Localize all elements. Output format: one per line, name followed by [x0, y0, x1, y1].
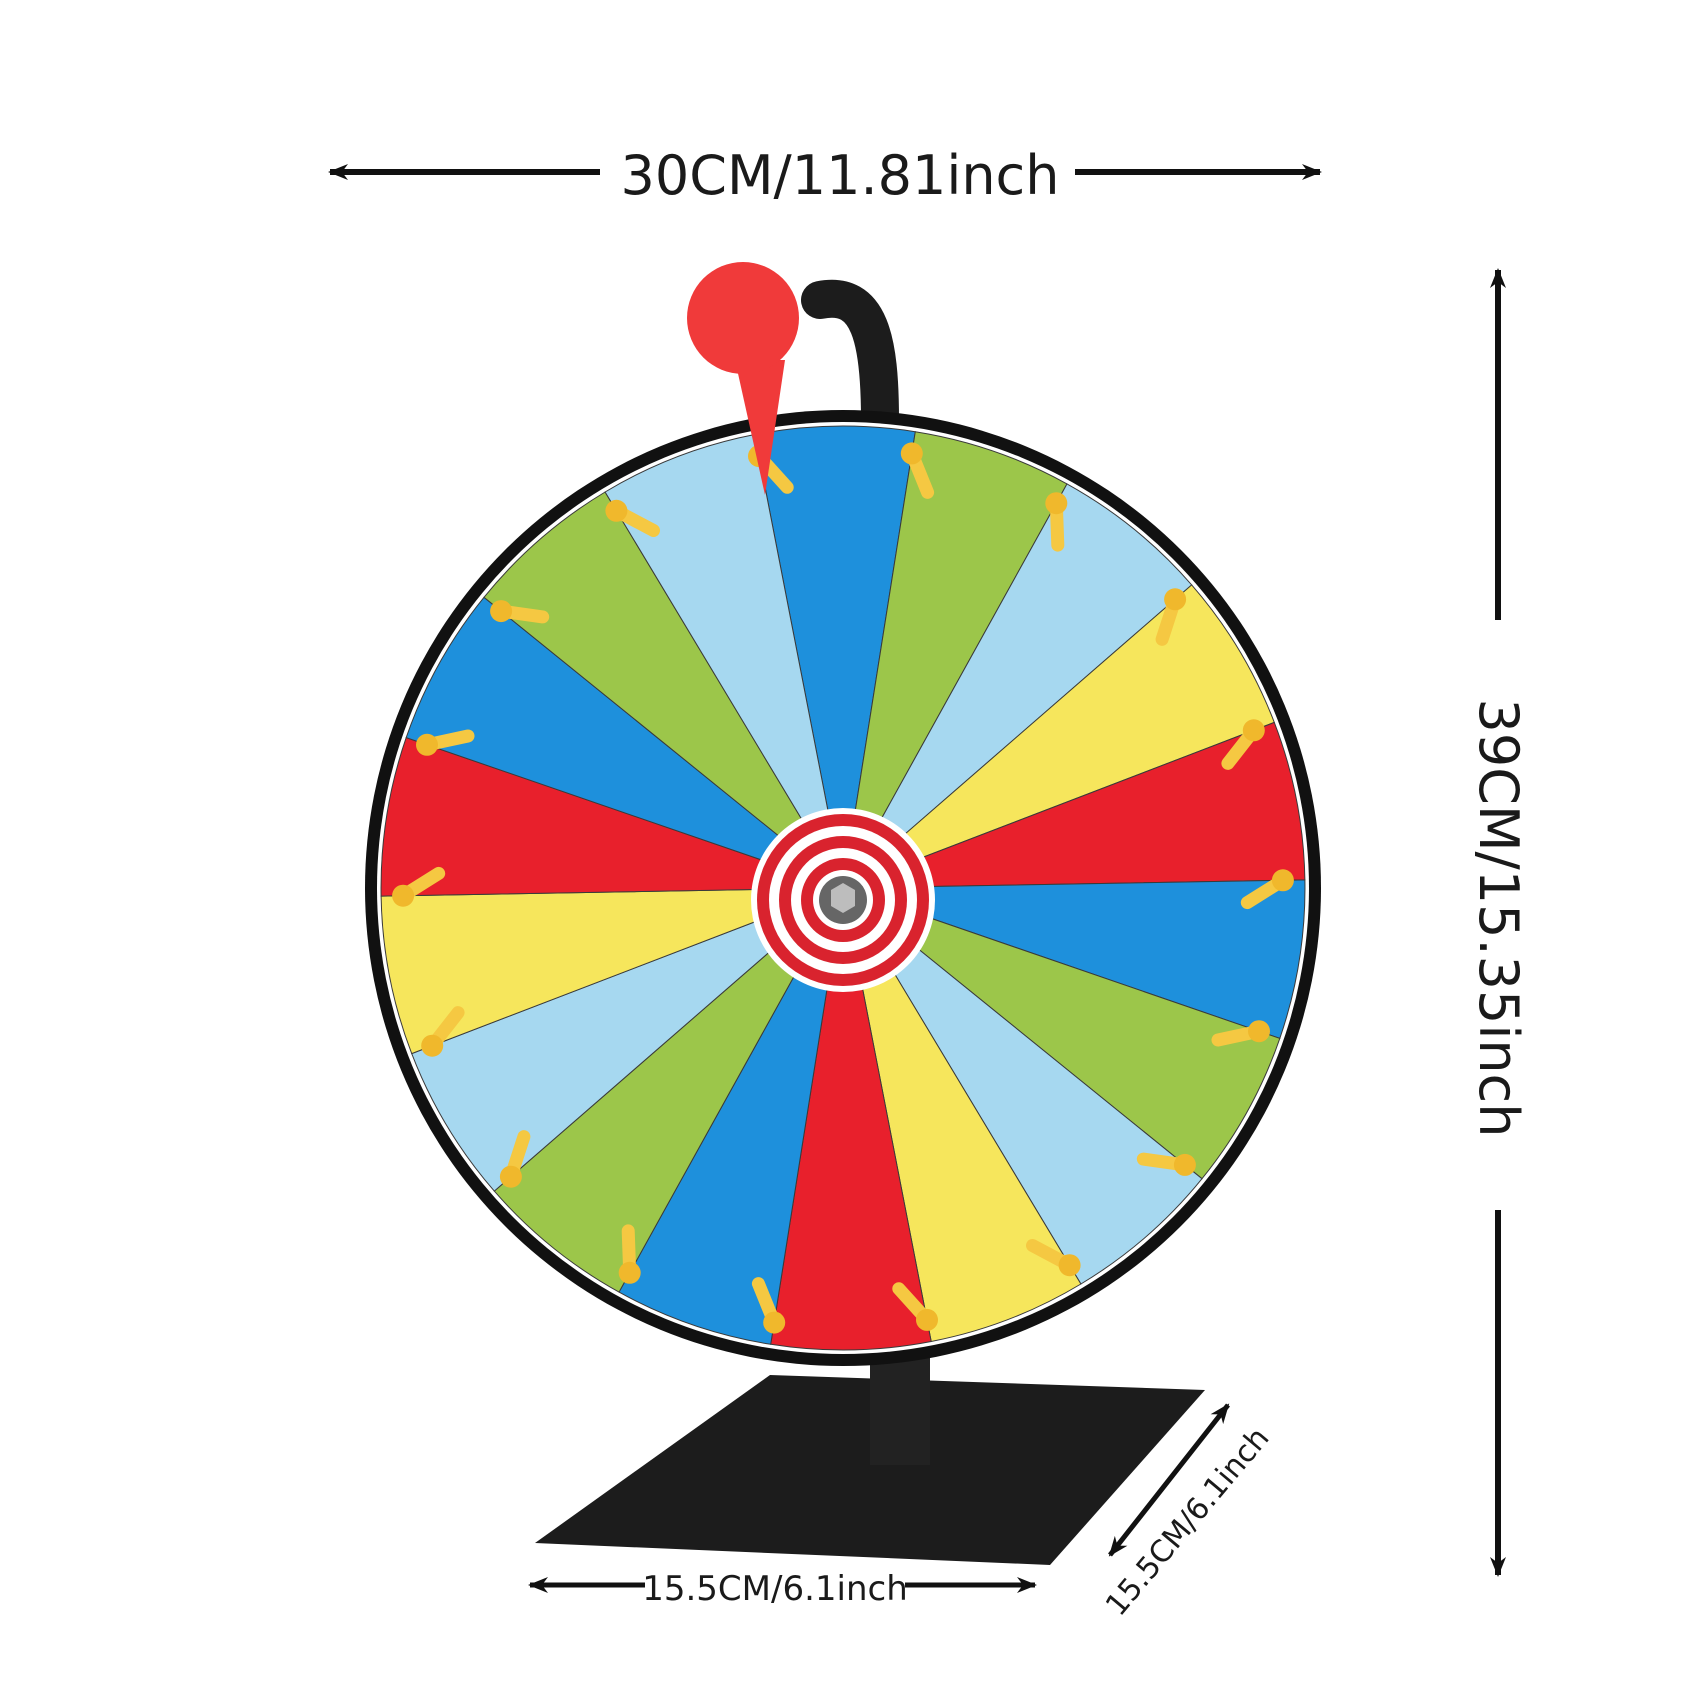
wheel-peg: [892, 1282, 938, 1331]
wheel-segment: [493, 887, 844, 1293]
wheel-peg: [900, 442, 935, 499]
prize-wheel: [365, 410, 1321, 1366]
wheel-segment: [380, 736, 844, 897]
stand-base: [535, 1375, 1205, 1565]
wheel-segment: [483, 491, 844, 889]
height-label: 39CM/15.35inch: [1467, 699, 1530, 1138]
wheel-segment: [405, 596, 844, 889]
wheel-peg: [1045, 492, 1068, 552]
wheel-segment: [770, 887, 932, 1351]
wheel-peg: [1155, 588, 1187, 646]
base-width-dimension: 15.5CM/6.1inch: [528, 1569, 1037, 1609]
wheel-segment: [842, 887, 1203, 1285]
wheel-hub: [751, 808, 935, 992]
base-width-label: 15.5CM/6.1inch: [642, 1569, 908, 1609]
wheel-peg: [1136, 1152, 1196, 1176]
wheel-peg: [490, 600, 550, 624]
wheel-segment: [842, 887, 1281, 1180]
wheel-peg: [1240, 869, 1294, 910]
wheel-segment: [618, 887, 844, 1345]
wheel-peg: [751, 1277, 786, 1334]
stand-neck: [801, 279, 899, 439]
wheel-peg: [416, 729, 475, 756]
wheel-segment: [842, 584, 1275, 889]
hub-nut: [831, 883, 855, 913]
wheel-pointer: [687, 262, 799, 495]
wheel-peg: [1211, 1020, 1270, 1047]
wheel-peg: [618, 1224, 641, 1284]
wheel-segment: [380, 887, 844, 1055]
wheel-segments: [380, 425, 1306, 1351]
wheel-segment: [842, 887, 1082, 1343]
base-depth-arrow: [1108, 1403, 1230, 1557]
wheel-pegs: [392, 442, 1294, 1334]
wheel-peg: [392, 866, 446, 907]
wheel-peg: [499, 1130, 531, 1188]
wheel-peg: [1026, 1239, 1081, 1277]
wheel-segment: [842, 879, 1306, 1040]
wheel-peg: [421, 1006, 465, 1057]
width-dimension: 30CM/11.81inch: [328, 144, 1322, 207]
wheel-segment: [842, 431, 1068, 889]
wheel-segment: [842, 483, 1193, 889]
wheel-peg: [1221, 719, 1265, 770]
wheel-segment: [411, 887, 844, 1192]
wheel-segment: [842, 721, 1306, 889]
height-dimension: 39CM/15.35inch: [1467, 268, 1530, 1577]
wheel-peg: [605, 499, 660, 537]
width-label: 30CM/11.81inch: [621, 144, 1060, 207]
